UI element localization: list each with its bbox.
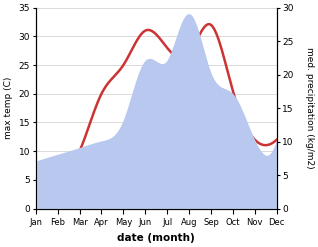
X-axis label: date (month): date (month) <box>117 233 195 243</box>
Y-axis label: max temp (C): max temp (C) <box>4 77 13 139</box>
Y-axis label: med. precipitation (kg/m2): med. precipitation (kg/m2) <box>305 47 314 169</box>
